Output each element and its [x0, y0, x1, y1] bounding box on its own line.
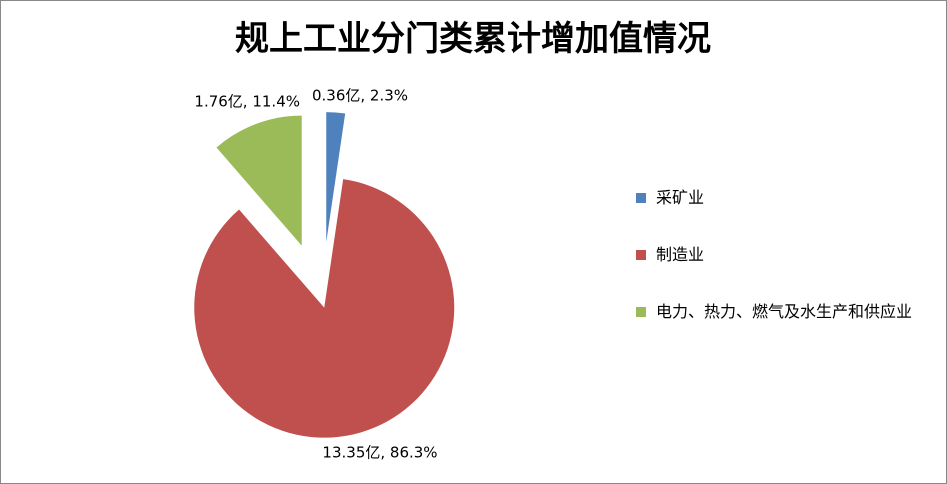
legend-item: 电力、热力、燃气及水生产和供应业 [636, 300, 936, 324]
legend-swatch [636, 307, 646, 317]
legend-item: 制造业 [636, 243, 936, 267]
data-label: 13.35亿, 86.3% [322, 444, 437, 462]
chart-title: 规上工业分门类累计增加值情况 [235, 20, 711, 58]
legend-swatch [636, 250, 646, 260]
legend-label: 制造业 [656, 245, 705, 264]
legend-item: 采矿业 [636, 186, 936, 210]
pie-slice [326, 112, 346, 243]
legend-label: 电力、热力、燃气及水生产和供应业 [656, 302, 913, 321]
pie: 0.36亿, 2.3% 13.35亿, 86.3% 1.76亿, 11.4% [194, 87, 455, 462]
pie-slice [216, 115, 302, 246]
legend: 采矿业制造业电力、热力、燃气及水生产和供应业 [636, 186, 936, 357]
legend-swatch [636, 193, 646, 203]
data-label: 0.36亿, 2.3% [312, 87, 408, 105]
pie-slice [194, 179, 455, 438]
data-label: 1.76亿, 11.4% [194, 93, 300, 111]
legend-label: 采矿业 [656, 188, 705, 207]
